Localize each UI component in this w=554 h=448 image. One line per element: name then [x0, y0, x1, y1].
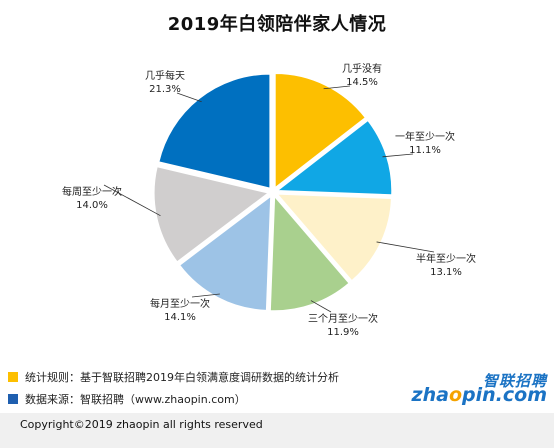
data-source-note: 数据来源：智联招聘（www.zhaopin.com）	[8, 391, 246, 407]
slice-value-label: 14.0%	[76, 200, 108, 211]
copyright-text: Copyright©2019 zhaopin all rights reserv…	[20, 418, 263, 431]
slice-value-label: 11.9%	[327, 327, 359, 338]
slice-name-label: 一年至少一次	[395, 130, 455, 143]
logo-english: zhaopin.com	[411, 384, 547, 406]
leader-lines	[103, 85, 435, 313]
leader-line-5	[191, 293, 220, 298]
slice-name-label: 每月至少一次	[150, 297, 210, 310]
rule-color-marker	[8, 372, 18, 382]
pie-slice-5	[179, 195, 272, 311]
slice-name-label: 几乎每天	[145, 69, 185, 82]
statistics-rule-text: 统计规则：基于智联招聘2019年白领满意度调研数据的统计分析	[25, 371, 339, 384]
slice-value-label: 13.1%	[430, 267, 462, 278]
slice-labels: 几乎没有 14.5% 一年至少一次 11.1% 半年至少一次 13.1% 三个月至少一次 11…	[62, 62, 476, 338]
leader-line-3	[376, 241, 435, 253]
pie-slice-1	[274, 73, 366, 189]
logo-chinese: 智联招聘	[482, 372, 547, 390]
slice-name-label: 半年至少一次	[416, 252, 476, 265]
data-source-text: 数据来源：智联招聘（www.zhaopin.com）	[25, 393, 246, 406]
slice-name-label: 每周至少一次	[62, 185, 122, 198]
leader-line-1	[323, 85, 351, 90]
zhaopin-logo: 智联招聘 zhaopin.com	[412, 370, 547, 408]
pie-slice-2	[276, 119, 393, 196]
leader-line-2	[382, 153, 414, 158]
leader-line-6	[103, 184, 161, 217]
slice-name-label: 三个月至少一次	[308, 312, 378, 325]
pie-slice-3	[276, 193, 392, 282]
pie-slice-7	[158, 73, 271, 189]
leader-line-7	[176, 92, 202, 103]
pie-slices	[153, 73, 393, 312]
leader-line-4	[310, 300, 332, 313]
slice-value-label: 14.5%	[346, 77, 378, 88]
chart-title: 2019年白领陪伴家人情况	[167, 14, 387, 35]
footer-bar: Copyright©2019 zhaopin all rights reserv…	[0, 413, 554, 448]
slice-value-label: 11.1%	[409, 145, 441, 156]
slice-value-label: 14.1%	[164, 312, 196, 323]
pie-chart: 几乎没有 14.5% 一年至少一次 11.1% 半年至少一次 13.1% 三个月至少一次 11…	[62, 62, 476, 338]
source-color-marker	[8, 394, 18, 404]
slice-name-label: 几乎没有	[342, 62, 382, 75]
statistics-rule-note: 统计规则：基于智联招聘2019年白领满意度调研数据的统计分析	[8, 369, 339, 385]
pie-slice-4	[269, 195, 350, 312]
pie-slice-6	[153, 166, 270, 263]
slice-value-label: 21.3%	[149, 84, 181, 95]
